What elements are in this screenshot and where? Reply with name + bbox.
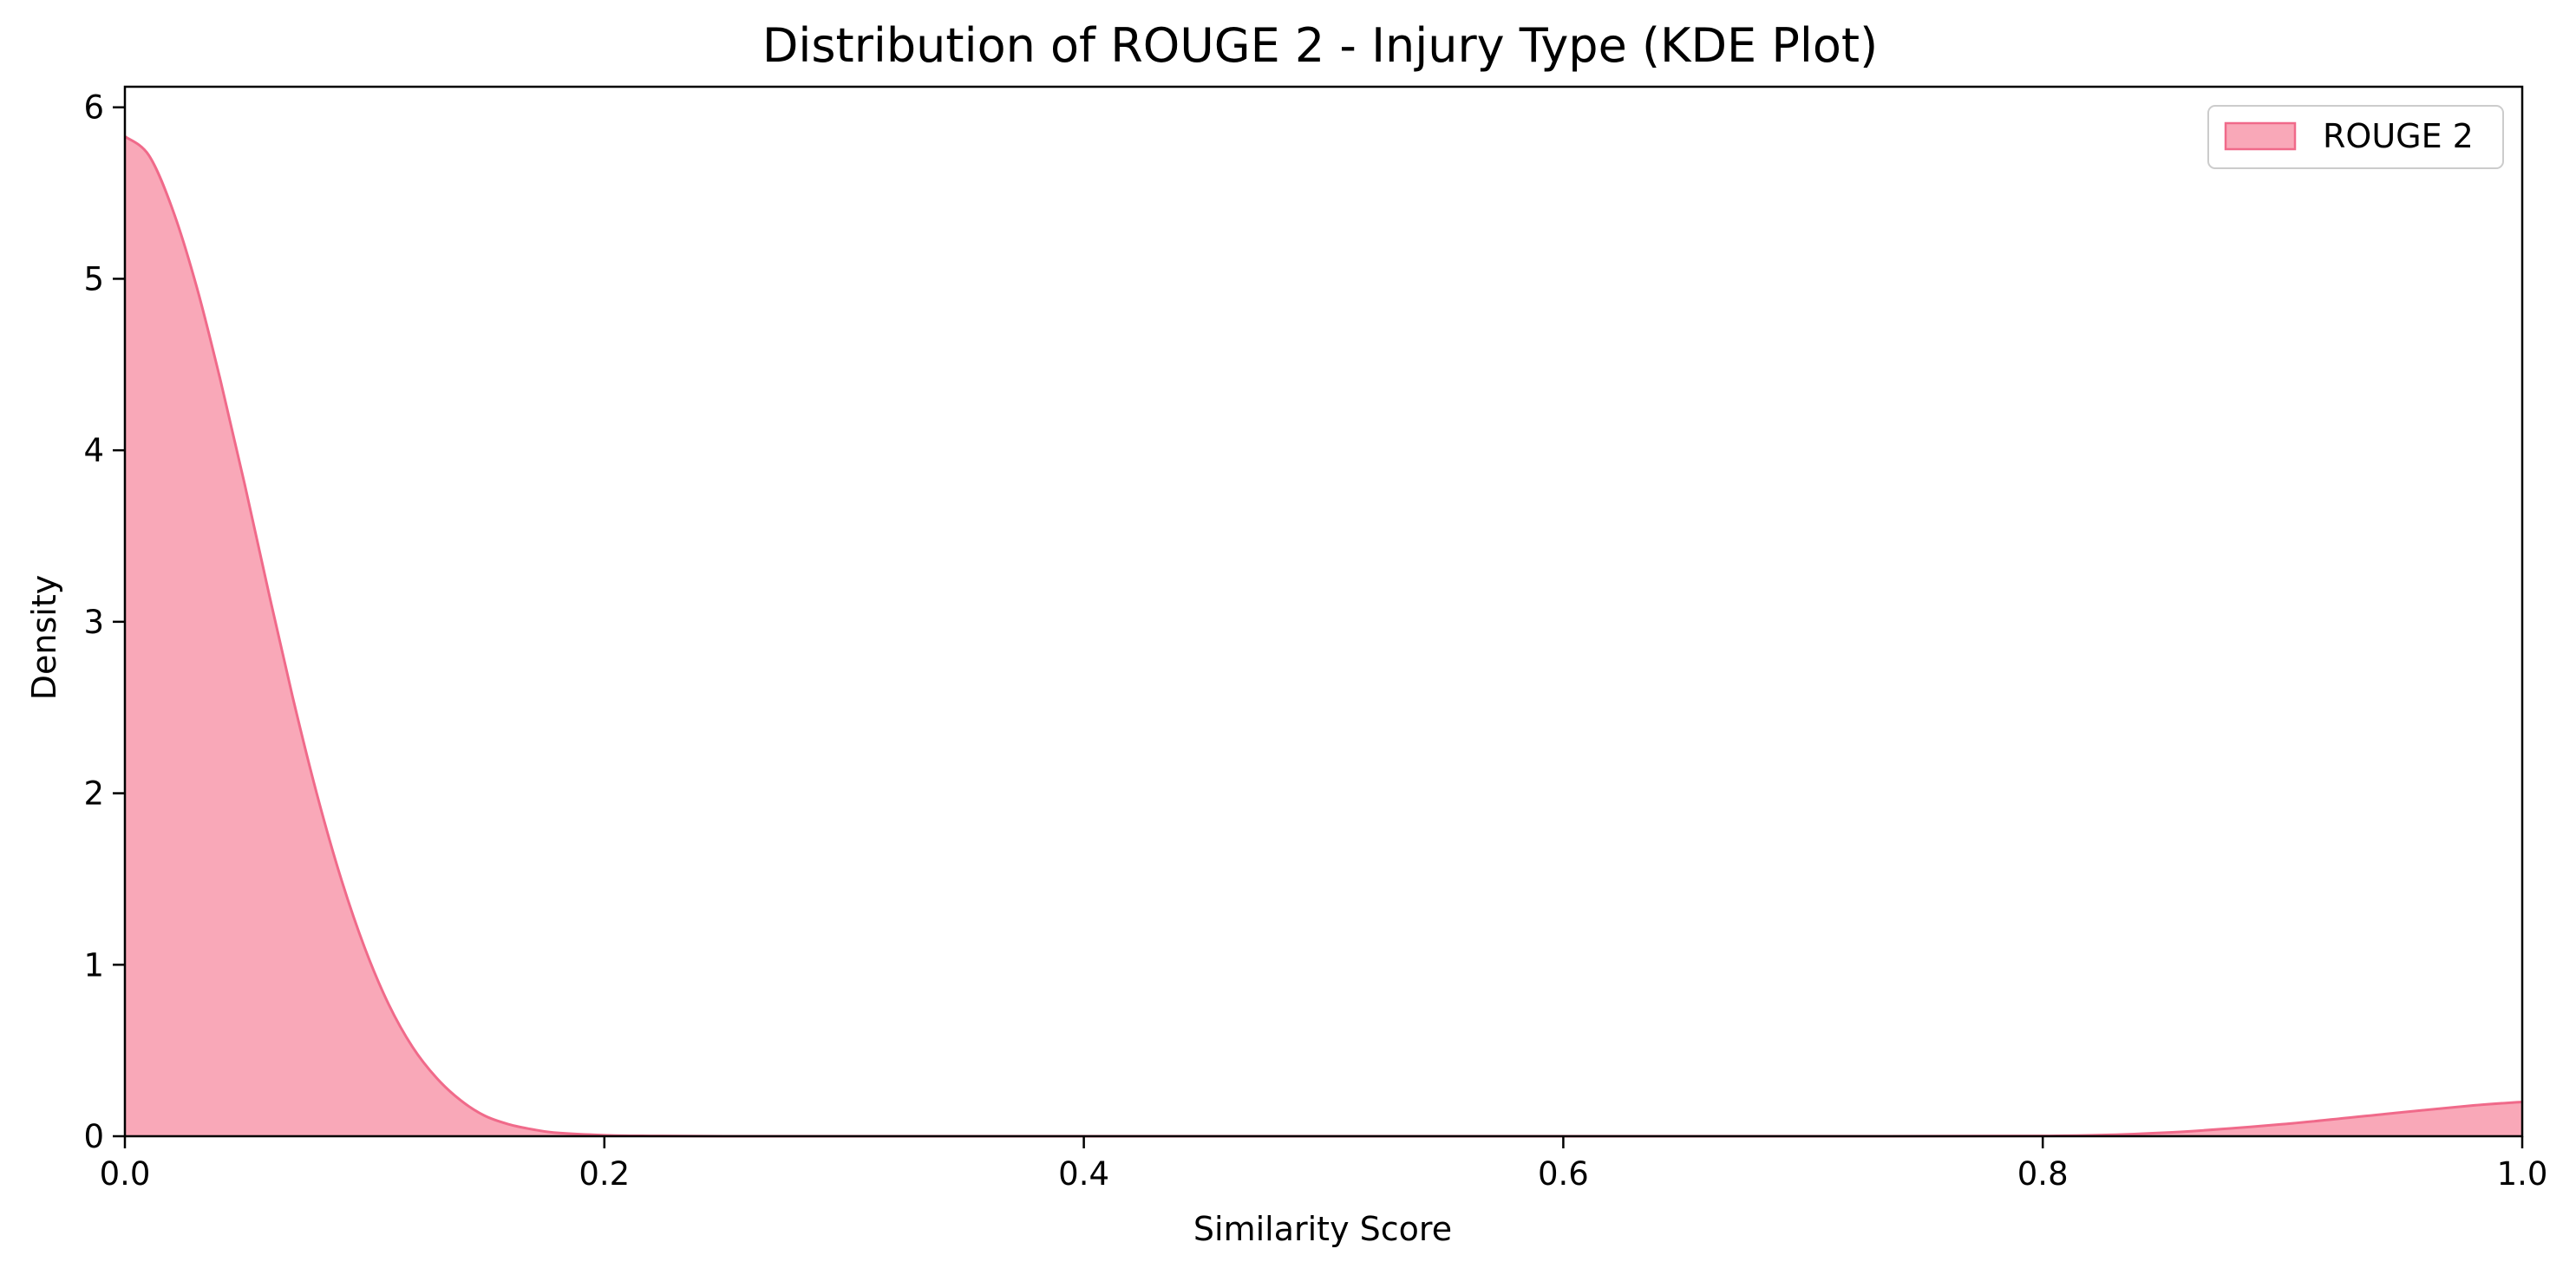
kde-area-series-0 bbox=[125, 136, 2522, 1136]
x-axis-label: Similarity Score bbox=[1193, 1210, 1452, 1248]
y-tick-label: 0 bbox=[83, 1118, 104, 1155]
y-tick-label: 5 bbox=[83, 260, 104, 298]
x-tick-label: 1.0 bbox=[2497, 1155, 2548, 1193]
x-axis-ticks: 0.0 0.2 0.4 0.6 0.8 1.0 bbox=[100, 1136, 2548, 1193]
legend: ROUGE 2 bbox=[2207, 105, 2504, 169]
x-tick-label: 0.4 bbox=[1058, 1155, 1109, 1193]
legend-box bbox=[2207, 105, 2504, 169]
y-axis-ticks: 0 1 2 3 4 5 6 bbox=[83, 89, 125, 1155]
x-tick-label: 0.2 bbox=[579, 1155, 630, 1193]
y-tick-label: 2 bbox=[83, 775, 104, 813]
legend-swatch bbox=[2224, 121, 2297, 151]
x-tick-label: 0.0 bbox=[100, 1155, 151, 1193]
y-tick-label: 6 bbox=[83, 89, 104, 127]
plot-frame bbox=[123, 85, 2524, 1138]
y-tick-label: 4 bbox=[83, 432, 104, 469]
x-tick-label: 0.8 bbox=[2017, 1155, 2069, 1193]
y-tick-label: 1 bbox=[83, 946, 104, 984]
legend-label-rouge2: ROUGE 2 bbox=[2323, 117, 2474, 155]
chart-title: Distribution of ROUGE 2 - Injury Type (K… bbox=[762, 18, 1878, 73]
x-tick-label: 0.6 bbox=[1538, 1155, 1589, 1193]
y-axis-label: Density bbox=[25, 575, 63, 700]
y-tick-label: 3 bbox=[83, 604, 104, 641]
